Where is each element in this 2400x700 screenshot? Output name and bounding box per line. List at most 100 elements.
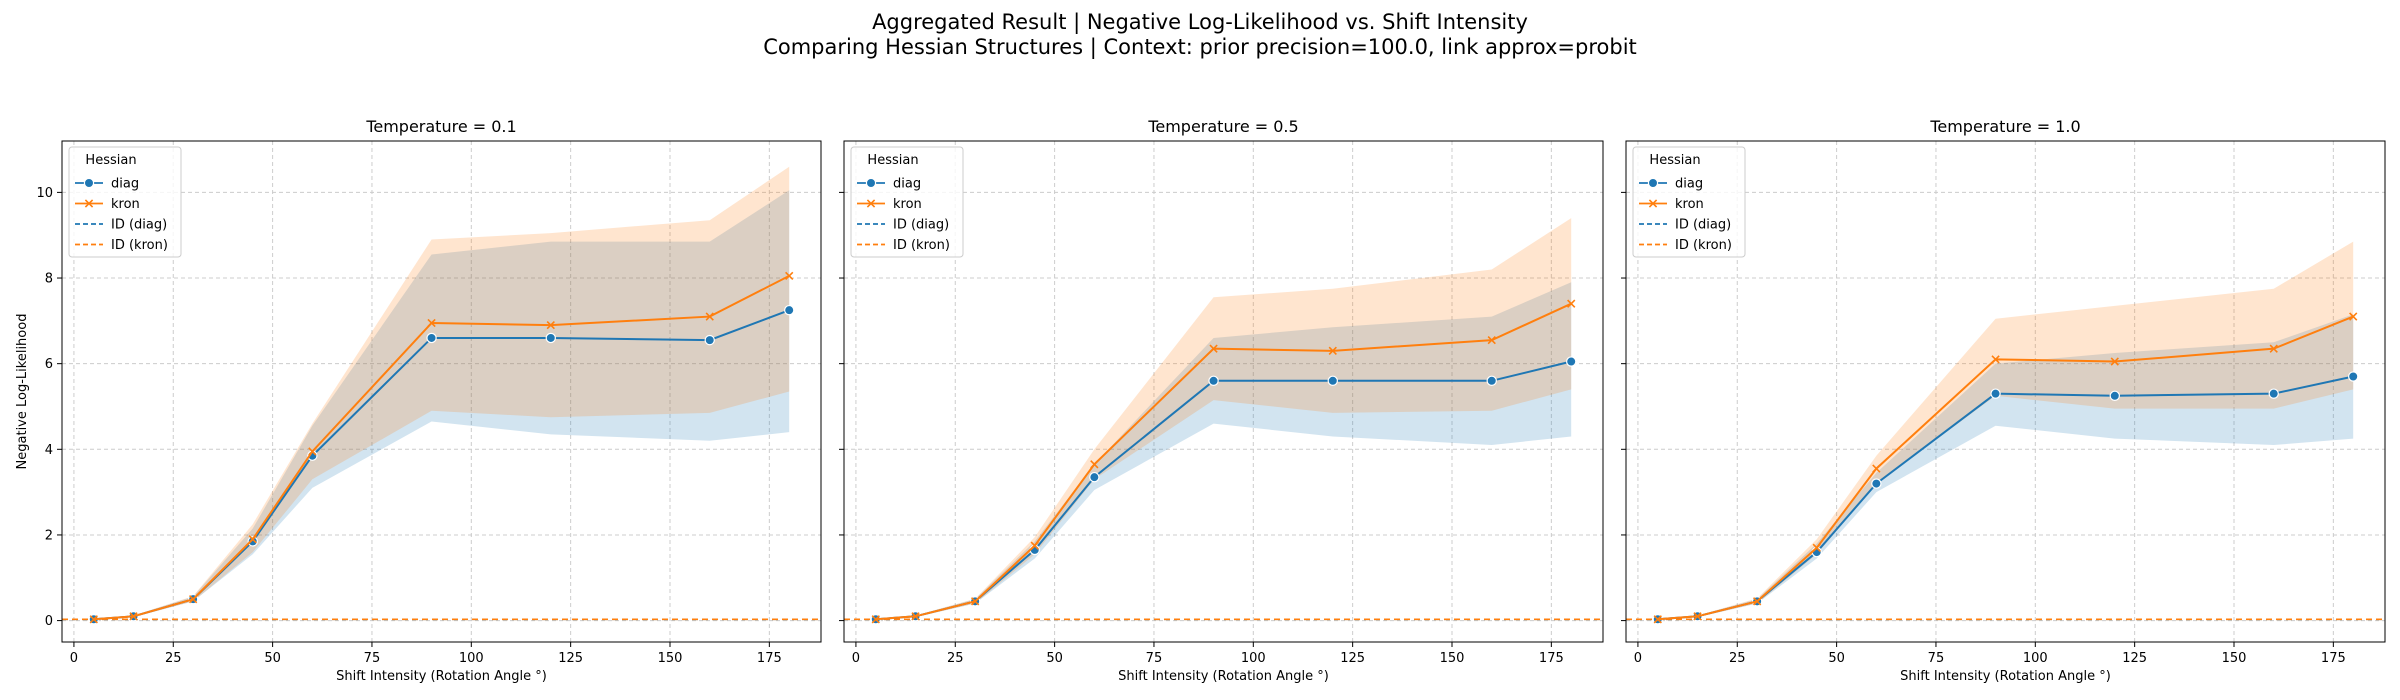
data-point-kron: [1752, 597, 1762, 606]
plot-frame: [843, 140, 1604, 643]
legend-box: [68, 146, 182, 258]
data-point-diag: [545, 332, 556, 344]
data-point-kron: [1812, 543, 1821, 552]
legend-marker: [865, 177, 877, 189]
data-point-diag: [2348, 371, 2359, 382]
y-tick-label: 2: [45, 528, 53, 543]
data-point-diag: [1871, 478, 1882, 489]
chart-panel-3: 0 25 50 75 100 125 150 175 Temperature = 1.0 Shif…: [1621, 117, 2386, 684]
ci-band-kron: [1657, 241, 2354, 620]
x-tick-label: 75: [1146, 651, 1163, 666]
x-axis-label: Shift Intensity (Rotation Angle °): [1900, 669, 2111, 684]
chart-panel-1: 0 25 50 75 100 125 150 175 0 2 4 6 8 10 Temperature = …: [15, 117, 822, 684]
data-point-kron: [248, 535, 257, 544]
legend-label: kron: [893, 197, 922, 212]
y-tick-label: 6: [45, 357, 53, 372]
data-point-kron: [308, 447, 317, 456]
data-point-diag: [1990, 388, 2001, 399]
data-point-kron: [129, 612, 138, 621]
x-axis-label: Shift Intensity (Rotation Angle °): [336, 669, 547, 684]
x-tick-label: 150: [658, 651, 683, 666]
data-point-diag: [1208, 375, 1219, 386]
data-point-kron: [427, 318, 436, 328]
data-point-diag: [1486, 375, 1497, 386]
x-tick-label: 75: [1928, 651, 1945, 666]
x-tick-label: 25: [947, 651, 964, 666]
legend-title: Hessian: [85, 153, 136, 168]
x-tick-label: 175: [757, 651, 782, 666]
panel-title: Temperature = 0.1: [365, 117, 516, 136]
x-tick-label: 150: [1440, 651, 1465, 666]
legend-label: diag: [893, 177, 921, 192]
data-point-kron: [705, 312, 714, 321]
figure-title-line-2: Comparing Hessian Structures | Context: …: [763, 35, 1637, 59]
legend-marker: [84, 199, 94, 208]
plot-frame: [1625, 140, 2386, 643]
legend-label: ID (kron): [893, 238, 950, 253]
data-point-kron: [1209, 344, 1218, 353]
legend-label: ID (kron): [1675, 238, 1732, 253]
data-point-diag: [2268, 388, 2279, 399]
legend-marker: [1647, 177, 1659, 189]
legend-marker: [83, 177, 95, 189]
data-point-kron: [89, 615, 98, 624]
legend-label: kron: [1675, 197, 1704, 212]
legend-label: ID (diag): [111, 218, 167, 233]
y-tick-label: 0: [45, 614, 53, 629]
x-tick-label: 175: [2321, 651, 2346, 666]
legend-label: ID (diag): [893, 218, 949, 233]
data-point-kron: [911, 612, 920, 621]
legend: Hessian diag kron ID (diag) ID (kron): [850, 146, 964, 258]
legend-label: diag: [111, 177, 139, 192]
data-point-kron: [1653, 615, 1662, 624]
y-tick-label: 4: [45, 443, 53, 458]
ci-band-diag: [875, 282, 1572, 620]
legend: Hessian diag kron ID (diag) ID (kron): [68, 146, 182, 258]
data-point-kron: [785, 271, 794, 281]
x-tick-label: 100: [1241, 651, 1266, 666]
data-point-kron: [1328, 346, 1337, 355]
ci-band-kron: [93, 166, 790, 620]
legend-box: [850, 146, 964, 258]
data-point-diag: [2109, 390, 2120, 401]
x-tick-label: 125: [1340, 651, 1365, 666]
ci-band-diag: [1657, 314, 2354, 620]
data-point-kron: [1872, 464, 1881, 473]
x-tick-label: 50: [1828, 651, 1845, 666]
x-tick-label: 50: [1046, 651, 1063, 666]
data-point-diag: [784, 304, 795, 316]
legend-title: Hessian: [867, 153, 918, 168]
x-tick-label: 150: [2222, 651, 2247, 666]
legend-marker: [866, 199, 876, 208]
data-point-diag: [1089, 471, 1100, 483]
x-tick-label: 0: [70, 651, 78, 666]
data-point-kron: [1487, 335, 1496, 345]
figure-title: Aggregated Result | Negative Log-Likelih…: [0, 10, 2400, 60]
data-point-diag: [247, 536, 258, 547]
data-point-kron: [2269, 344, 2278, 353]
y-axis-label: Negative Log-Likelihood: [15, 314, 30, 470]
figure-title-line-1: Aggregated Result | Negative Log-Likelih…: [872, 10, 1528, 34]
legend-title: Hessian: [1649, 153, 1700, 168]
y-tick-label: 8: [45, 272, 53, 287]
panel-title: Temperature = 1.0: [1929, 117, 2080, 136]
x-tick-label: 100: [459, 651, 484, 666]
data-point-kron: [1991, 355, 2000, 364]
data-point-kron: [2349, 312, 2358, 321]
x-tick-label: 100: [2023, 651, 2048, 666]
legend-label: diag: [1675, 177, 1703, 192]
chart-panel-2: 0 25 50 75 100 125 150 175 Temperature = 0.5 Shif…: [839, 117, 1604, 684]
x-tick-label: 25: [1729, 651, 1746, 666]
legend-label: kron: [111, 197, 140, 212]
x-axis-label: Shift Intensity (Rotation Angle °): [1118, 669, 1329, 684]
data-point-kron: [871, 615, 880, 624]
x-tick-label: 125: [2122, 651, 2147, 666]
panel-title: Temperature = 0.5: [1147, 117, 1298, 136]
data-point-kron: [188, 595, 198, 604]
ci-band-diag: [93, 190, 790, 620]
x-tick-label: 175: [1539, 651, 1564, 666]
y-tick-label: 10: [36, 186, 53, 201]
x-tick-label: 50: [264, 651, 281, 666]
x-tick-label: 25: [165, 651, 182, 666]
